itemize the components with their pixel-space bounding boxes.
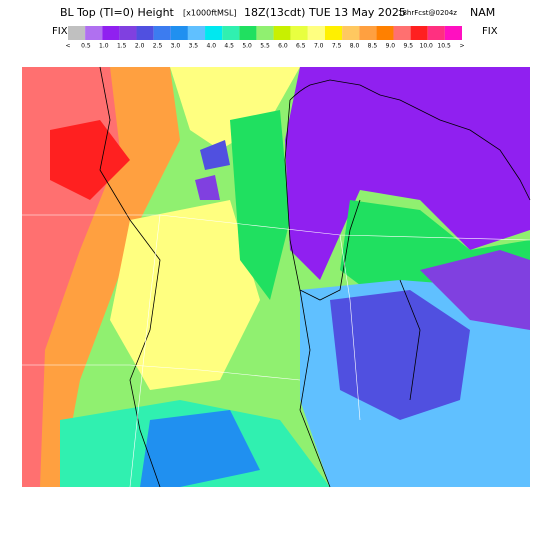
legend-swatch [342, 26, 360, 40]
legend-swatch [427, 26, 445, 40]
title-units: [x1000ftMSL] [183, 9, 237, 18]
legend-swatch [256, 26, 274, 40]
title-model: NAM [470, 6, 495, 19]
legend-label: 0.5 [81, 43, 91, 50]
legend-swatch [376, 26, 394, 40]
legend-swatch [273, 26, 291, 40]
legend-label: < [65, 43, 70, 50]
legend-swatch [444, 26, 462, 40]
title-main: BL Top (TI=0) Height [60, 6, 175, 19]
legend-label: 2.5 [153, 43, 163, 50]
legend-label: 2.0 [135, 43, 145, 50]
legend-right: FIX [482, 26, 498, 37]
legend-label: 10.5 [437, 43, 451, 50]
legend-swatch [187, 26, 206, 40]
legend-swatch [136, 26, 154, 40]
legend-label: 1.5 [117, 43, 127, 50]
legend-swatch [170, 26, 188, 40]
legend-label: 9.5 [403, 43, 413, 50]
legend-swatch [222, 26, 240, 40]
legend-label: 8.0 [350, 43, 360, 50]
legend-left: FIX [52, 26, 68, 37]
legend-swatch [205, 26, 223, 40]
legend-label: > [459, 43, 464, 50]
legend-swatch [359, 26, 377, 40]
legend-label: 9.0 [386, 43, 396, 50]
legend-swatch [68, 26, 86, 40]
legend-swatch [307, 26, 325, 40]
title-time: 18Z(13cdt) TUE 13 May 2025 [244, 6, 406, 19]
legend-swatch [85, 26, 103, 40]
legend-label: 8.5 [368, 43, 378, 50]
legend-label: 6.0 [278, 43, 288, 50]
legend-label: 5.0 [242, 43, 252, 50]
legend-swatch [410, 26, 428, 40]
legend-label: 6.5 [296, 43, 306, 50]
legend-swatch [102, 26, 120, 40]
map [22, 66, 531, 488]
legend-label: 3.5 [189, 43, 199, 50]
legend-label: 7.5 [332, 43, 342, 50]
legend-swatch [393, 26, 411, 40]
legend: <0.5 1.0 1.5 2.0 2.5 3.0 3.5 4.0 4.5 5.0 5.5 6.0 6.5… [65, 26, 465, 50]
legend-label: 10.0 [420, 43, 434, 50]
legend-label: 1.0 [99, 43, 109, 50]
legend-label: 3.0 [171, 43, 181, 50]
legend-swatch [119, 26, 137, 40]
legend-swatch [324, 26, 343, 40]
legend-label: 7.0 [314, 43, 324, 50]
legend-label: 5.5 [260, 43, 270, 50]
legend-swatch [290, 26, 308, 40]
legend-label: 4.5 [224, 43, 234, 50]
title-fcst: 18hrFcst@0204z [398, 9, 457, 17]
legend-label: 4.0 [206, 43, 216, 50]
legend-swatch [153, 26, 171, 40]
legend-swatch [239, 26, 257, 40]
